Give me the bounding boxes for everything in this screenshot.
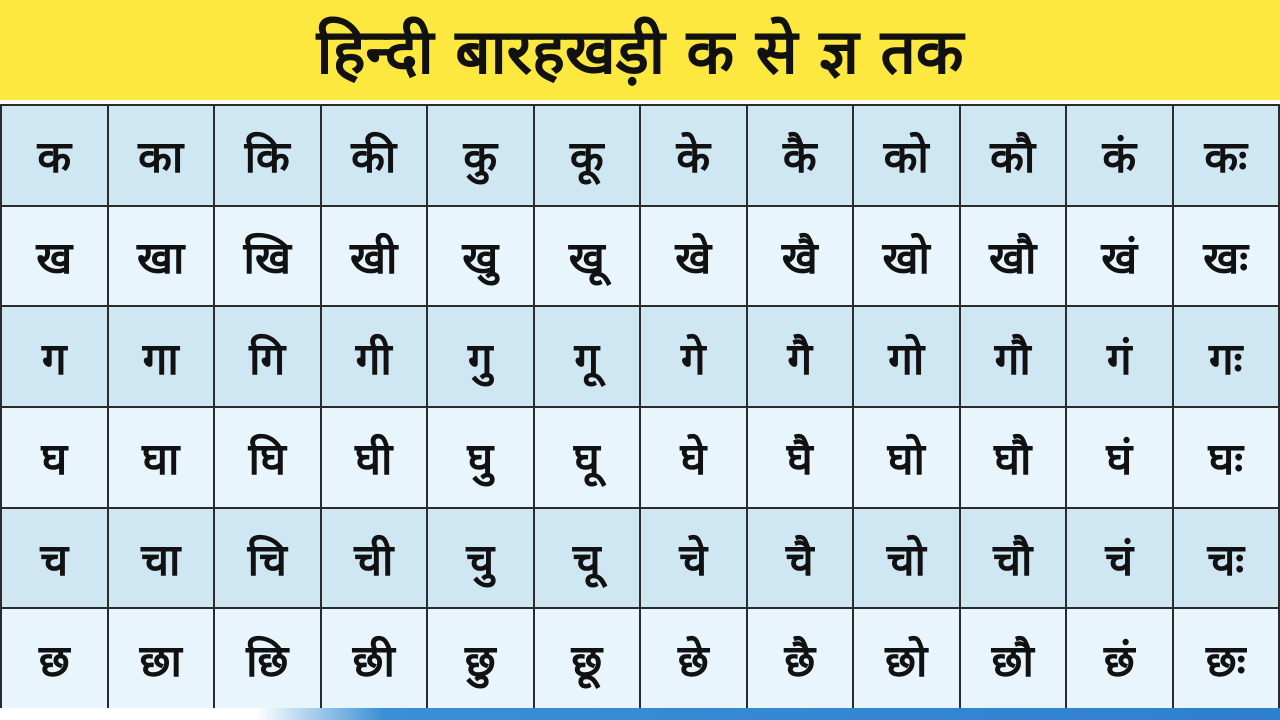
- table-cell: कू: [534, 106, 639, 205]
- table-cell: चौ: [960, 508, 1065, 608]
- table-cell: चः: [1173, 508, 1278, 608]
- table-cell: छा: [108, 609, 213, 708]
- table-cell: कै: [747, 106, 852, 205]
- table-cell: गं: [1067, 307, 1172, 406]
- table-cell: खु: [428, 206, 533, 306]
- table-cell: च: [2, 508, 107, 608]
- table-cell: खो: [854, 206, 959, 306]
- table-cell: खः: [1173, 206, 1278, 306]
- table-cell: कौ: [960, 106, 1065, 205]
- bottom-decorative-stripe: [0, 708, 1280, 720]
- table-cell: गे: [641, 307, 746, 406]
- table-cell: छै: [747, 609, 852, 708]
- table-cell: छू: [534, 609, 639, 708]
- table-cell: गा: [108, 307, 213, 406]
- table-cell: खा: [108, 206, 213, 306]
- table-cell: गी: [321, 307, 426, 406]
- table-cell: घे: [641, 407, 746, 507]
- table-cell: छो: [854, 609, 959, 708]
- table-cell: खं: [1067, 206, 1172, 306]
- table-cell: का: [108, 106, 213, 205]
- table-cell: छि: [215, 609, 320, 708]
- table-cell: कि: [215, 106, 320, 205]
- table-cell: गौ: [960, 307, 1065, 406]
- table-cell: छं: [1067, 609, 1172, 708]
- table-cell: घी: [321, 407, 426, 507]
- table-cell: छे: [641, 609, 746, 708]
- table-cell: ची: [321, 508, 426, 608]
- table-cell: घु: [428, 407, 533, 507]
- barakhadi-table: क का कि की कु कू के कै को कौ कं कः ख खा खि खी खु खू खे खै खो…: [0, 104, 1280, 710]
- table-cell: गै: [747, 307, 852, 406]
- table-cell: की: [321, 106, 426, 205]
- table-cell: घ: [2, 407, 107, 507]
- table-cell: छ: [2, 609, 107, 708]
- table-cell: गः: [1173, 307, 1278, 406]
- page-title: हिन्दी बारहखड़ी क से ज्ञ तक: [316, 15, 964, 88]
- table-cell: छः: [1173, 609, 1278, 708]
- table-cell: चू: [534, 508, 639, 608]
- table-cell: छी: [321, 609, 426, 708]
- table-cell: खू: [534, 206, 639, 306]
- table-cell: चं: [1067, 508, 1172, 608]
- table-cell: गू: [534, 307, 639, 406]
- table-cell: घू: [534, 407, 639, 507]
- table-cell: चि: [215, 508, 320, 608]
- table-cell: खि: [215, 206, 320, 306]
- table-cell: गु: [428, 307, 533, 406]
- table-cell: घः: [1173, 407, 1278, 507]
- title-banner: हिन्दी बारहखड़ी क से ज्ञ तक: [0, 0, 1280, 100]
- table-cell: छौ: [960, 609, 1065, 708]
- table-cell: खी: [321, 206, 426, 306]
- table-cell: चो: [854, 508, 959, 608]
- table-cell: ग: [2, 307, 107, 406]
- table-cell: कु: [428, 106, 533, 205]
- table-cell: घं: [1067, 407, 1172, 507]
- table-cell: चे: [641, 508, 746, 608]
- table-cell: कः: [1173, 106, 1278, 205]
- table-cell: गि: [215, 307, 320, 406]
- table-cell: क: [2, 106, 107, 205]
- table-cell: खै: [747, 206, 852, 306]
- table-cell: खे: [641, 206, 746, 306]
- table-cell: चु: [428, 508, 533, 608]
- table-cell: गो: [854, 307, 959, 406]
- table-cell: घै: [747, 407, 852, 507]
- table-cell: ख: [2, 206, 107, 306]
- table-cell: चै: [747, 508, 852, 608]
- table-cell: घौ: [960, 407, 1065, 507]
- table-cell: घि: [215, 407, 320, 507]
- table-cell: को: [854, 106, 959, 205]
- table-cell: कं: [1067, 106, 1172, 205]
- table-cell: चा: [108, 508, 213, 608]
- table-cell: छु: [428, 609, 533, 708]
- table-cell: के: [641, 106, 746, 205]
- table-cell: खौ: [960, 206, 1065, 306]
- table-cell: घो: [854, 407, 959, 507]
- table-cell: घा: [108, 407, 213, 507]
